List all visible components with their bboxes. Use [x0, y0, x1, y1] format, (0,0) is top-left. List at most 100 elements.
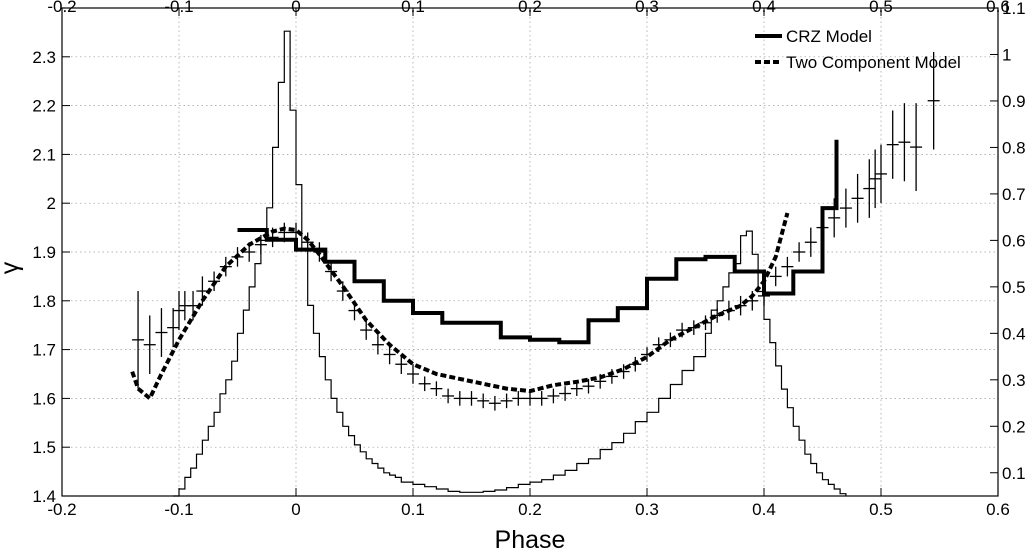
y-axis-label: γ: [0, 261, 24, 274]
data-point: [886, 110, 899, 179]
data-point: [664, 332, 677, 348]
data-point: [278, 222, 291, 243]
data-point: [196, 276, 209, 306]
x-top-tick-label: -0.2: [47, 0, 76, 16]
x-tick-label: 0.4: [752, 500, 776, 519]
data-point: [687, 320, 700, 335]
x-top-tick-label: 0.4: [752, 0, 776, 16]
data-point: [734, 295, 747, 316]
legend-label-two-component-model: Two Component Model: [786, 53, 961, 72]
data-point: [652, 337, 665, 353]
axis-layer: -0.2 -0.2 -0.1 -0.1 0 0 0.1 0.1 0.2 0.2 0.3 0.3 0.4 0…: [32, 0, 1025, 519]
data-point: [875, 144, 887, 204]
data-point: [629, 356, 642, 372]
x-tick-label: 0: [291, 500, 300, 519]
data-point: [746, 291, 759, 311]
data-point: [325, 261, 338, 282]
y-tick-label: 1.4: [32, 487, 56, 506]
data-point: [605, 369, 618, 384]
data-point: [208, 271, 221, 292]
data-point: [132, 291, 145, 389]
y-tick-label: 2.3: [32, 48, 56, 67]
data-point: [793, 242, 806, 262]
x-tick-label: 0.3: [635, 500, 659, 519]
data-point: [781, 256, 794, 277]
x-top-tick-label: 0.3: [635, 0, 659, 16]
x-axis-label: Phase: [495, 526, 566, 550]
x-tick-label: -0.2: [47, 500, 76, 519]
y-tick-label: 2: [47, 194, 56, 213]
y-tick-label: 1.5: [32, 438, 56, 457]
data-point: [488, 395, 501, 411]
x-tick-label: 0.1: [401, 500, 425, 519]
data-point: [524, 391, 536, 406]
y2-tick-label: 1: [1002, 45, 1011, 64]
data-point: [219, 256, 232, 277]
data-point: [676, 322, 689, 338]
data-point: [290, 222, 302, 243]
data-point: [418, 376, 431, 392]
y-tick-label: 2.2: [32, 97, 56, 116]
data-point: [839, 188, 852, 228]
y2-tick-label: 0.7: [1002, 185, 1026, 204]
y2-tick-label: 0.5: [1002, 278, 1026, 297]
x-top-tick-label: 0.1: [401, 0, 425, 16]
x-top-tick-label: 0: [291, 0, 300, 16]
data-point: [301, 232, 314, 252]
data-point: [143, 315, 156, 374]
x-tick-label: 0.6: [986, 500, 1010, 519]
data-point: [383, 344, 396, 365]
data-point: [477, 393, 490, 409]
series-line-two-component-model: [130, 212, 790, 402]
data-point: [851, 173, 864, 223]
data-point: [547, 388, 560, 404]
data-point: [336, 281, 349, 301]
data-point: [465, 391, 478, 406]
data-point: [570, 381, 583, 396]
data-point: [699, 315, 712, 331]
y-tick-label: 1.8: [32, 292, 56, 311]
data-point: [869, 149, 882, 209]
data-point: [927, 51, 940, 150]
data-point: [816, 212, 829, 243]
data-point: [266, 227, 279, 248]
data-point: [898, 103, 911, 182]
y2-tick-label: 1.1: [1002, 0, 1026, 18]
data-point: [243, 242, 256, 262]
data-point: [594, 374, 607, 389]
y2-tick-label: 0.2: [1002, 417, 1026, 436]
data-point: [231, 247, 244, 267]
data-point: [582, 378, 595, 394]
x-top-tick-label: -0.1: [164, 0, 193, 16]
y2-tick-label: 0.9: [1002, 92, 1026, 111]
data-point: [828, 198, 841, 238]
data-point: [313, 242, 326, 262]
legend: CRZ Model Two Component Model: [755, 27, 961, 72]
data-point: [769, 266, 782, 287]
series-line-crz-model: [237, 139, 839, 345]
y2-tick-label: 0.3: [1002, 371, 1026, 390]
data-point: [155, 308, 168, 357]
y2-tick-label: 0.1: [1002, 464, 1026, 483]
data-point: [167, 308, 180, 348]
y-tick-label: 1.9: [32, 243, 56, 262]
data-point: [371, 334, 384, 355]
data-point: [535, 391, 548, 406]
data-point: [512, 391, 525, 406]
grid-layer: [62, 8, 998, 496]
data-point: [804, 227, 817, 257]
data-point: [863, 159, 876, 218]
data-point: [910, 103, 923, 191]
x-top-tick-label: 0.5: [869, 0, 893, 16]
data-point: [617, 364, 630, 379]
data-point: [360, 320, 373, 340]
data-point: [173, 291, 185, 331]
data-point: [500, 393, 513, 409]
y2-tick-label: 0.4: [1002, 324, 1026, 343]
y-tick-label: 2.1: [32, 145, 56, 164]
x-top-tick-label: 0.2: [518, 0, 542, 16]
data-point: [722, 300, 735, 321]
data-point: [187, 291, 200, 321]
data-point: [559, 386, 572, 401]
